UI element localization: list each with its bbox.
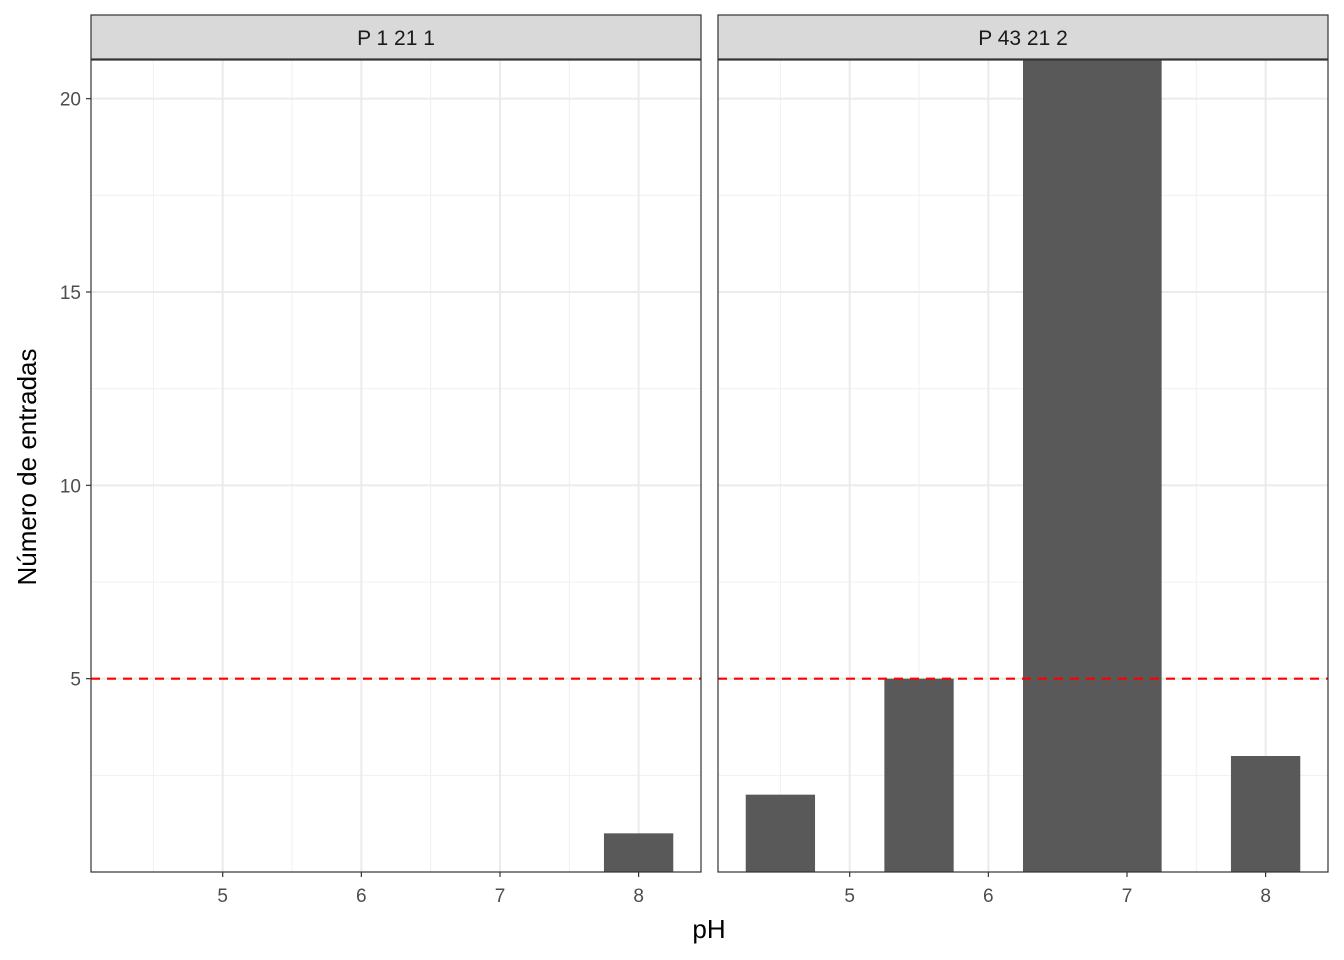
y-tick-label: 5 bbox=[70, 670, 81, 691]
x-tick-label: 8 bbox=[1260, 886, 1271, 907]
bar bbox=[603, 833, 674, 872]
x-tick-label: 6 bbox=[356, 886, 367, 907]
y-axis-title: Número de entradas bbox=[12, 348, 42, 585]
x-tick-label: 7 bbox=[495, 886, 506, 907]
facet-strip bbox=[90, 14, 702, 60]
facet-strip bbox=[717, 14, 1329, 60]
bar bbox=[745, 794, 816, 872]
facet-strip-label: P 43 21 2 bbox=[978, 27, 1068, 50]
x-axis-title: pH bbox=[692, 914, 725, 944]
panel-border bbox=[90, 59, 702, 873]
facet-strip-label: P 1 21 1 bbox=[357, 27, 435, 50]
panel-border bbox=[717, 59, 1329, 873]
panel-background bbox=[91, 60, 701, 872]
x-tick-label: 7 bbox=[1122, 886, 1133, 907]
x-tick-label: 5 bbox=[217, 886, 228, 907]
y-tick-label: 20 bbox=[60, 90, 81, 111]
bar bbox=[884, 678, 954, 872]
bar bbox=[1230, 756, 1301, 872]
y-tick-label: 10 bbox=[60, 476, 81, 497]
bar bbox=[1023, 60, 1162, 872]
y-tick-label: 15 bbox=[60, 283, 81, 304]
x-tick-label: 6 bbox=[983, 886, 994, 907]
panel-p1211: P 1 21 1 5 6 7 8 5 10 15 20 bbox=[60, 14, 702, 907]
panel-p43212: P 43 21 2 5 6 7 8 bbox=[717, 14, 1329, 907]
x-tick-label: 8 bbox=[633, 886, 644, 907]
x-tick-label: 5 bbox=[844, 886, 855, 907]
